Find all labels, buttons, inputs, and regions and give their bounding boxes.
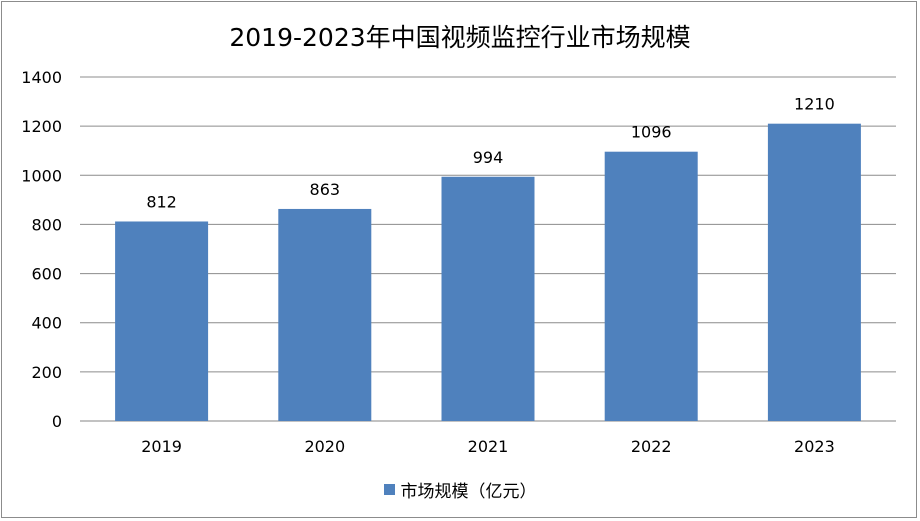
data-label: 812 (146, 192, 177, 211)
y-tick-label: 200 (31, 363, 62, 382)
data-label: 863 (310, 180, 341, 199)
bar (604, 151, 698, 421)
bar (441, 176, 535, 421)
y-tick-label: 0 (52, 412, 62, 431)
x-tick-label: 2021 (468, 437, 509, 456)
x-tick-label: 2023 (794, 437, 835, 456)
y-tick-label: 1000 (21, 166, 62, 185)
y-tick-label: 600 (31, 265, 62, 284)
bar (115, 221, 209, 421)
bar (278, 208, 372, 421)
y-tick-label: 400 (31, 314, 62, 333)
x-tick-label: 2019 (141, 437, 182, 456)
data-label: 994 (473, 148, 504, 167)
data-label: 1210 (794, 95, 835, 114)
x-tick-label: 2022 (631, 437, 672, 456)
bar (767, 123, 861, 421)
y-tick-label: 1200 (21, 117, 62, 136)
data-label: 1096 (631, 123, 672, 142)
y-tick-label: 1400 (21, 68, 62, 87)
y-tick-label: 800 (31, 215, 62, 234)
legend-swatch (383, 484, 395, 495)
x-tick-label: 2020 (304, 437, 345, 456)
legend-label: 市场规模（亿元） (400, 482, 537, 502)
chart-title: 2019-2023年中国视频监控行业市场规模 (229, 23, 691, 52)
legend: 市场规模（亿元） (0, 477, 920, 502)
